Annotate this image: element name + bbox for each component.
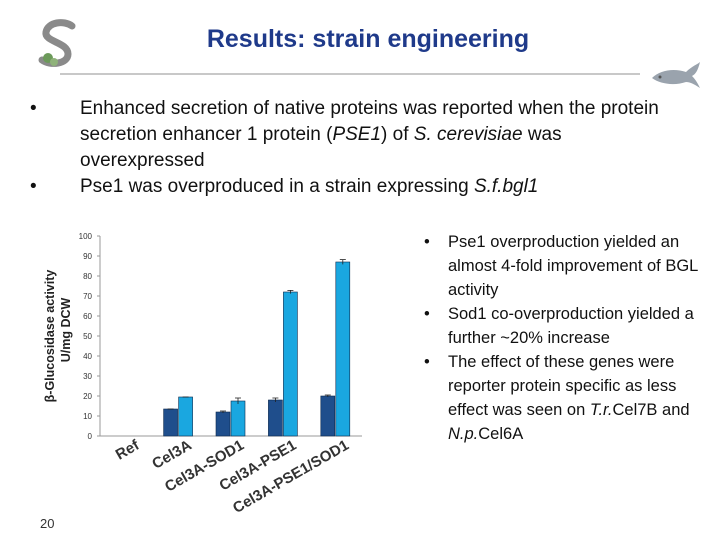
bullet-text: Enhanced secretion of native proteins wa… — [80, 98, 659, 145]
bullet-text: Pse1 overproduction yielded an almost 4-… — [448, 233, 698, 299]
bar-Cel3A-PSE1-series1 — [268, 399, 283, 437]
bullet-glyph: • — [424, 305, 430, 323]
right-bullet-list: • Pse1 overproduction yielded an almost … — [410, 230, 715, 446]
bar-Cel3A-PSE1-series2 — [283, 291, 298, 437]
right-bullet-1: • Pse1 overproduction yielded an almost … — [410, 230, 715, 302]
bullet-text-italic: PSE1 — [332, 124, 382, 145]
bullet-text-italic: T.r. — [589, 401, 613, 419]
top-bullet-1: • Enhanced secretion of native proteins … — [30, 96, 670, 174]
y-tick-label: 50 — [83, 332, 92, 341]
bar-Cel3A-SOD1-series2 — [230, 400, 246, 437]
fish-logo-icon — [652, 62, 700, 88]
y-tick-label: 0 — [88, 432, 93, 441]
top-bullet-2: • Pse1 was overproduced in a strain expr… — [30, 174, 670, 200]
university-logo-icon — [34, 18, 82, 70]
y-tick-label: 40 — [83, 352, 92, 361]
bullet-glyph: • — [30, 98, 37, 119]
page-title: Results: strain engineering — [206, 25, 530, 53]
bullet-text-italic: S. cerevisiae — [413, 124, 523, 145]
title-divider — [60, 73, 640, 75]
x-tick-label: Ref — [113, 436, 143, 463]
bullet-text: Pse1 was overproduced in a strain expres… — [80, 176, 474, 197]
page-number: 20 — [40, 516, 55, 531]
y-tick-label: 30 — [83, 372, 92, 381]
y-tick-label: 60 — [83, 312, 92, 321]
y-tick-label: 90 — [83, 252, 92, 261]
bullet-glyph: • — [424, 353, 430, 371]
bullet-text-italic: N.p. — [448, 425, 479, 443]
y-axis-title-units: U/mg DCW — [59, 298, 73, 363]
bullet-text: was overexpressed — [80, 124, 562, 171]
bullet-text-italic: S.f.bgl1 — [473, 176, 539, 197]
right-bullet-3: • The effect of these genes were reporte… — [410, 350, 715, 446]
y-tick-label: 70 — [83, 292, 92, 301]
bullet-text: Cel7B and — [612, 401, 690, 419]
y-tick-label: 20 — [83, 392, 92, 401]
bullet-text: The effect of these genes were reporter … — [448, 353, 677, 419]
right-bullet-2: • Sod1 co-overproduction yielded a furth… — [410, 302, 715, 350]
top-bullet-list: • Enhanced secretion of native proteins … — [30, 96, 670, 200]
bar-Cel3A-PSE1/SOD1-series1 — [320, 395, 336, 437]
bar-Cel3A-SOD1-series1 — [215, 411, 231, 437]
bullet-glyph: • — [30, 176, 37, 197]
bullet-text: ) of — [381, 124, 414, 145]
bar-Cel3A-series1 — [163, 408, 178, 437]
bullet-text: Cel6A — [478, 425, 524, 443]
bar-Cel3A-PSE1/SOD1-series2 — [335, 261, 351, 437]
y-tick-label: 10 — [83, 412, 92, 421]
bgl-activity-chart: 0 10 20 30 40 50 60 70 80 90 100 β-Glucosidase acti… — [43, 232, 362, 517]
bullet-text: Sod1 co-overproduction yielded a further… — [448, 305, 694, 347]
y-tick-label: 100 — [79, 232, 93, 241]
bullet-glyph: • — [424, 233, 430, 251]
y-tick-label: 80 — [83, 272, 92, 281]
bar-Cel3A-series2 — [178, 396, 193, 437]
y-axis-title: β-Glucosidase activity — [43, 270, 57, 403]
